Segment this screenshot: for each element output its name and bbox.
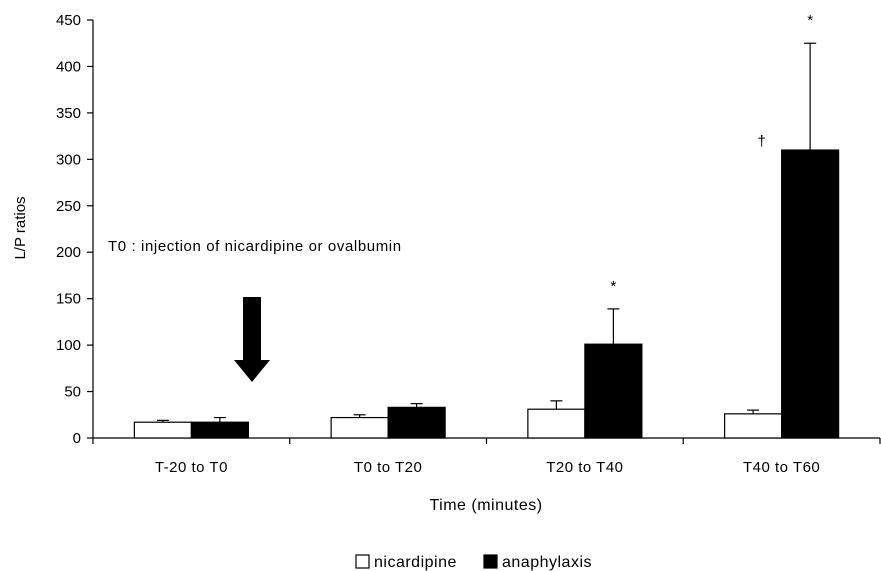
y-tick-label: 50 <box>64 384 81 401</box>
bar-nicardipine <box>527 408 586 439</box>
x-tick-label: T20 to T40 <box>546 459 623 476</box>
error-bars <box>156 42 817 423</box>
y-tick-label: 250 <box>56 198 81 215</box>
legend-label-anaphylaxis: anaphylaxis <box>502 554 592 571</box>
x-tick-label: T0 to T20 <box>354 459 422 476</box>
significance-marker: * <box>807 12 813 29</box>
significance-markers: * * † <box>610 12 813 295</box>
legend-label-nicardipine: nicardipine <box>374 554 457 571</box>
y-tick-label: 400 <box>56 58 81 75</box>
bar-nicardipine <box>133 421 192 439</box>
bar-anaphylaxis <box>387 406 446 439</box>
significance-marker: * <box>610 278 616 295</box>
x-tick-label: T40 to T60 <box>743 459 820 476</box>
injection-note: T0 : injection of nicardipine or ovalbum… <box>108 238 402 255</box>
bar-nicardipine <box>330 416 389 439</box>
y-tick-label: 0 <box>73 430 81 447</box>
y-tick-label: 300 <box>56 151 81 168</box>
significance-marker: † <box>757 133 765 150</box>
x-axis-title: Time (minutes) <box>429 497 542 514</box>
bar-anaphylaxis <box>781 149 840 439</box>
y-tick-label: 150 <box>56 291 81 308</box>
y-tick-label: 200 <box>56 244 81 261</box>
y-axis: 0 50 100 150 200 250 300 350 400 450 <box>56 12 94 447</box>
legend-swatch-nicardipine <box>355 554 370 569</box>
legend-swatch-anaphylaxis <box>483 554 498 569</box>
legend: nicardipine anaphylaxis <box>355 554 592 571</box>
y-tick-label: 100 <box>56 337 81 354</box>
injection-arrow-icon <box>234 297 270 382</box>
bar-nicardipine <box>724 413 783 439</box>
bar-anaphylaxis <box>190 421 249 439</box>
x-axis: T-20 to T0 T0 to T20 T20 to T40 T40 to T60 <box>92 437 881 476</box>
x-tick-label: T-20 to T0 <box>155 459 228 476</box>
bar-anaphylaxis <box>584 343 643 439</box>
bars <box>133 149 840 439</box>
y-tick-label: 450 <box>56 12 81 29</box>
y-axis-title: L/P ratios <box>12 196 29 259</box>
y-tick-label: 350 <box>56 105 81 122</box>
